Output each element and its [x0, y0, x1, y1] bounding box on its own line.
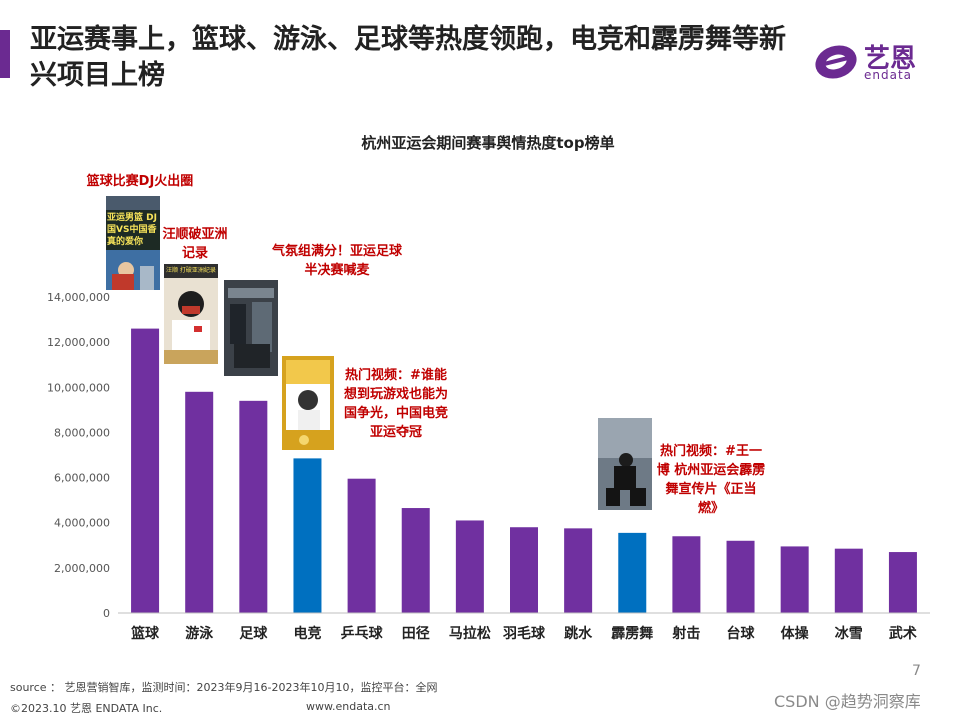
x-tick-label: 田径: [402, 625, 430, 642]
x-tick-label: 电竞: [293, 625, 321, 642]
website-link[interactable]: www.endata.cn: [306, 700, 391, 713]
bar-9: [618, 532, 647, 613]
endata-logo: 艺恩 endata: [812, 38, 932, 84]
chart-title: 杭州亚运会期间赛事舆情热度top榜单: [361, 134, 614, 152]
x-tick-label: 射击: [671, 625, 700, 642]
page-title: 亚运赛事上，篮球、游泳、足球等热度领跑，电竞和霹雳舞等新兴项目上榜: [30, 24, 786, 91]
x-tick-label: 足球: [239, 625, 268, 642]
x-tick-label: 霹雳舞: [610, 625, 653, 642]
y-axis: 0 2,000,000 4,000,000 6,000,000 8,000,000 10,…: [47, 291, 110, 620]
x-tick-label: 乒乓球: [341, 625, 384, 642]
bar-7: [510, 527, 538, 613]
bar-0: [131, 328, 160, 613]
csdn-watermark: CSDN @趋势洞察库: [774, 692, 921, 711]
logo-name-en: endata: [864, 68, 913, 82]
x-tick-label: 篮球: [130, 625, 160, 642]
y-tick-label: 4,000,000: [54, 517, 110, 530]
x-tick-label: 羽毛球: [503, 625, 546, 642]
bar-2: [239, 400, 268, 613]
x-tick-label: 冰雪: [835, 625, 863, 642]
title-accent-bar: [0, 30, 10, 78]
y-tick-label: 12,000,000: [47, 336, 110, 349]
swimming-thumbnail-caption: 汪顺 打破亚洲纪录: [166, 267, 216, 274]
x-tick-label: 马拉松: [449, 625, 491, 642]
breakdance-video-thumbnail[interactable]: [598, 418, 652, 510]
bar-10: [672, 536, 701, 613]
endata-logo-icon: [815, 45, 857, 79]
y-tick-label: 14,000,000: [47, 291, 110, 304]
page-number: 7: [912, 663, 921, 679]
esports-video-thumbnail[interactable]: [282, 356, 334, 450]
bar-3: [293, 458, 322, 613]
football-video-thumbnail[interactable]: [224, 280, 278, 376]
annotation-basketball: 篮球比赛DJ火出圈: [86, 174, 194, 189]
y-tick-label: 2,000,000: [54, 562, 110, 575]
annotation-esports: 热门视频：#谁能想到玩游戏也能为国争光，中国电竞亚运夺冠: [343, 368, 448, 440]
bar-6: [455, 520, 484, 613]
y-tick-label: 8,000,000: [54, 426, 110, 439]
bars: [131, 328, 917, 613]
x-tick-label: 游泳: [185, 625, 214, 642]
basketball-video-thumbnail[interactable]: 亚运男篮 DJ 国VS中国香 真的爱你: [106, 196, 160, 290]
bar-12: [780, 546, 809, 613]
x-axis-labels: 篮球 游泳 足球 电竞 乒乓球 田径 马拉松 羽毛球 跳水 霹雳舞 射击 台球 体操 冰雪 武术: [130, 625, 917, 642]
copyright-text: ©2023.10 艺恩 ENDATA Inc.: [10, 702, 163, 715]
x-tick-label: 台球: [727, 625, 756, 642]
swimming-video-thumbnail[interactable]: 汪顺 打破亚洲纪录: [164, 264, 218, 364]
bar-8: [564, 528, 593, 613]
bar-11: [726, 540, 755, 613]
y-tick-label: 10,000,000: [47, 381, 110, 394]
bar-4: [347, 478, 376, 613]
x-tick-label: 体操: [781, 625, 810, 642]
x-tick-label: 跳水: [564, 625, 593, 642]
annotation-football: 气氛组满分！亚运足球半决赛喊麦: [272, 244, 403, 278]
bar-1: [185, 391, 214, 613]
data-source-note: source ： 艺恩营销智库，监测时间：2023年9月16-2023年10月1…: [10, 681, 438, 694]
y-tick-label: 0: [103, 607, 110, 620]
annotation-breakdance: 热门视频：#王一博 杭州亚运会霹雳舞宣传片《正当燃》: [656, 444, 766, 516]
x-tick-label: 武术: [889, 625, 917, 642]
logo-name-cn: 艺恩: [864, 44, 917, 74]
annotation-swimming: 汪顺破亚洲记录: [162, 227, 228, 261]
bar-14: [888, 552, 917, 613]
bar-5: [401, 508, 430, 613]
bar-13: [834, 548, 863, 613]
y-tick-label: 6,000,000: [54, 472, 110, 485]
basketball-thumbnail-caption: 亚运男篮 DJ 国VS中国香 真的爱你: [107, 213, 157, 247]
